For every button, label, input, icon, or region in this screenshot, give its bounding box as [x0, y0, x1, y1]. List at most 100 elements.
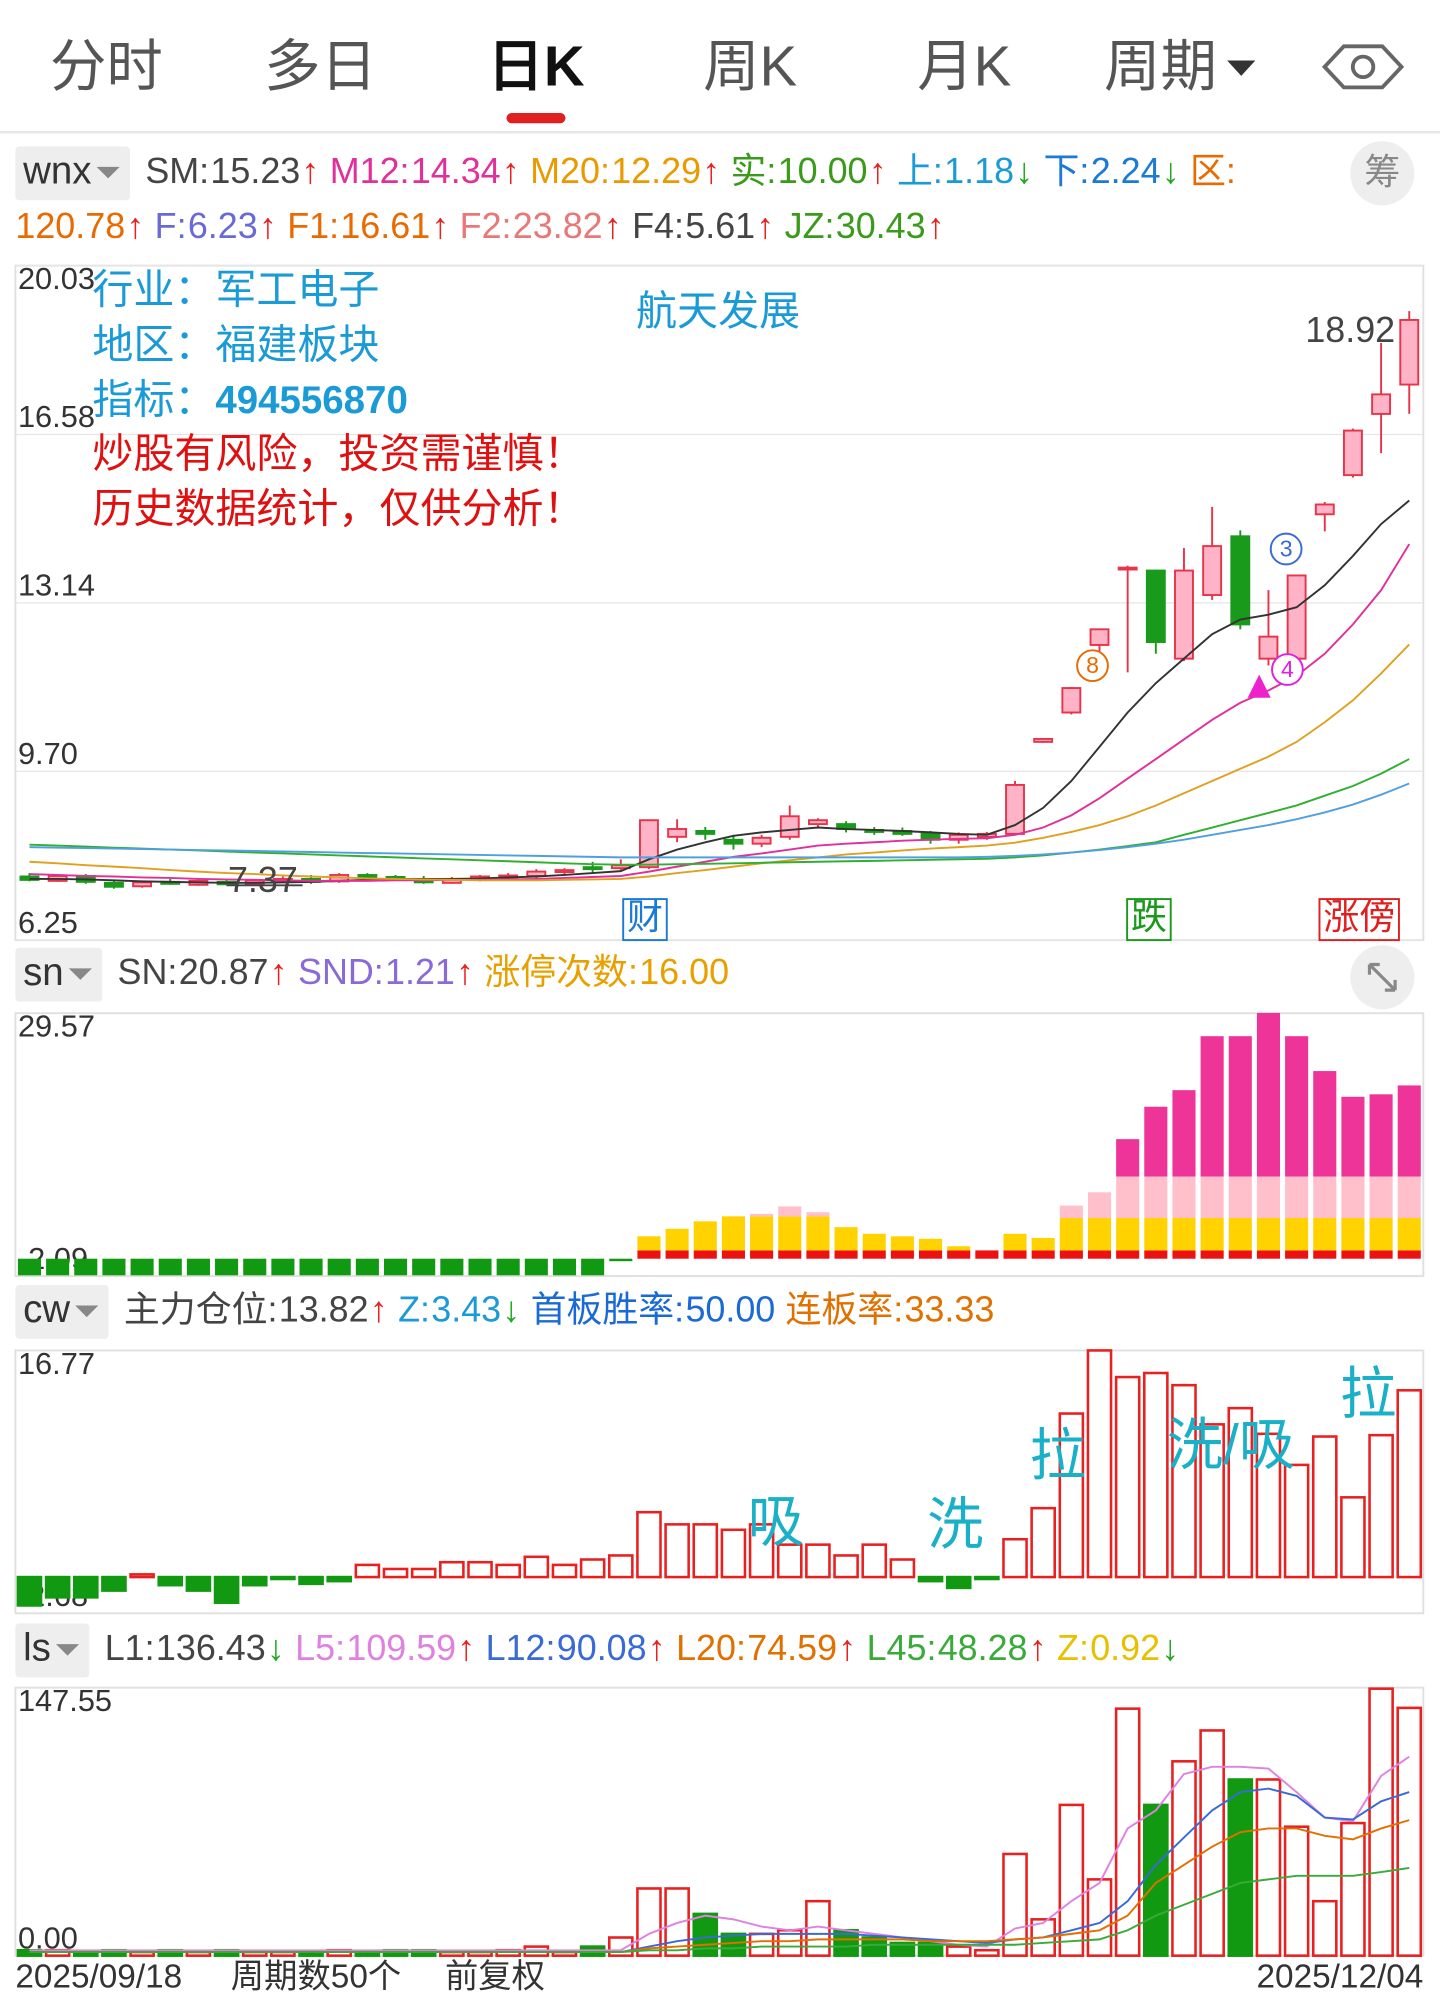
bar-segment [1031, 1250, 1055, 1259]
bar-segment [862, 1233, 886, 1251]
signal-tag: 跌 [1131, 897, 1167, 937]
indicator-selector[interactable] [15, 1285, 109, 1339]
bar-segment [721, 1216, 745, 1251]
indicator-text: SN: [118, 952, 178, 992]
bar-segment [1369, 1094, 1393, 1177]
bar [861, 1936, 888, 1957]
bar-segment [890, 1236, 914, 1251]
indicator-text: 14.34 [411, 151, 501, 191]
indicator-selector[interactable] [15, 146, 130, 201]
candle-body [1202, 545, 1223, 596]
bar [551, 1563, 578, 1579]
bar-segment [1341, 1096, 1365, 1177]
y-tick-label: 6.25 [18, 905, 78, 940]
bar-segment [947, 1246, 971, 1251]
indicator-text: 实: [731, 151, 777, 191]
bar-segment [834, 1227, 858, 1251]
bar [241, 1575, 268, 1587]
bar-segment [1144, 1250, 1168, 1259]
chip-button[interactable] [1350, 141, 1415, 206]
bar-segment [1087, 1250, 1112, 1259]
bar-segment [637, 1236, 661, 1251]
bar [945, 1945, 972, 1957]
indicator-text: 3.43 [431, 1289, 501, 1329]
bar [1340, 1496, 1366, 1579]
bar [1283, 1463, 1310, 1579]
industry-label: 行业：军工电子 [92, 266, 379, 312]
bar [157, 1575, 184, 1587]
bar-segment [383, 1258, 408, 1276]
bar-segment [1172, 1090, 1196, 1177]
bar-segment [1200, 1036, 1224, 1177]
candle-body [779, 815, 800, 838]
bar [1199, 1729, 1225, 1957]
bar [1171, 1383, 1197, 1579]
tab[interactable]: 多日 [264, 35, 377, 98]
indicator-text: 10.00 [778, 151, 868, 191]
indicator-text: 首板胜率: [531, 1289, 685, 1329]
bar-segment [1228, 1036, 1252, 1177]
y-tick-label: 29.57 [18, 1009, 95, 1044]
moving-average-line [29, 758, 1410, 866]
expand-icon [1367, 962, 1397, 992]
bar-segment [1003, 1233, 1027, 1251]
bar-segment [778, 1216, 802, 1251]
y-tick-label: 16.77 [18, 1346, 95, 1381]
candle-body [1089, 628, 1110, 646]
indicator-text: 30.43 [836, 206, 926, 246]
bar [748, 1523, 775, 1579]
bar-segment [1116, 1250, 1140, 1259]
panel-frame [14, 1012, 1425, 1278]
indicator-text: 16.00 [639, 952, 729, 992]
bar [917, 1941, 944, 1957]
selector-label: sn [23, 951, 64, 994]
indicator-text: 上: [897, 151, 943, 191]
tab[interactable]: 月K [917, 35, 1011, 98]
risk-warning: 炒股有风险，投资需谨慎！ [92, 431, 584, 477]
bar-segment [750, 1213, 774, 1217]
tab[interactable]: 周K [703, 35, 797, 98]
bar-segment [1003, 1250, 1027, 1259]
tab[interactable]: 周期 [1104, 35, 1217, 98]
selector-label: ls [23, 1627, 51, 1670]
bar-segment [750, 1216, 774, 1251]
signal-marker [1269, 532, 1303, 566]
region-label: 地区：福建板块 [92, 322, 379, 368]
selector-label: cw [23, 1288, 70, 1331]
indicator-text: M20: [530, 151, 610, 191]
bar [1396, 1389, 1423, 1579]
signal-marker-number: 4 [1281, 656, 1294, 682]
indicator-text: 连板率: [786, 1289, 904, 1329]
bar-segment [552, 1258, 577, 1276]
bar [1340, 1821, 1366, 1957]
settings-icon[interactable] [1321, 44, 1405, 90]
bar [664, 1523, 690, 1579]
candle-body [582, 866, 603, 871]
bar-segment [806, 1250, 830, 1259]
bar [326, 1575, 353, 1583]
indicator-text: ↓ [267, 1628, 285, 1668]
indicator-text: ↑ [457, 1628, 475, 1668]
bar [1311, 1435, 1338, 1579]
bar [636, 1887, 662, 1957]
high-price-label: 18.92 [1305, 310, 1395, 350]
indicator-text: M12: [330, 151, 410, 191]
bar-segment [1228, 1250, 1252, 1259]
indicator-text: 主力仓位: [124, 1289, 278, 1329]
indicator-text: JZ: [785, 206, 835, 246]
indicator-text: F2: [460, 206, 512, 246]
end-date: 2025/12/04 [1257, 1959, 1424, 1996]
indicator-selector[interactable] [15, 947, 103, 1002]
tab[interactable]: 分时 [50, 35, 163, 98]
chip-button-label: 筹 [1364, 152, 1400, 192]
bar-segment [271, 1258, 295, 1276]
tab[interactable]: 日K [487, 35, 584, 98]
bar [579, 1558, 606, 1579]
indicator-text: 90.08 [557, 1628, 647, 1668]
indicator-selector[interactable] [15, 1623, 90, 1678]
bar [16, 1575, 43, 1607]
bar [1142, 1371, 1169, 1579]
bar [523, 1555, 550, 1579]
bar [44, 1575, 71, 1599]
